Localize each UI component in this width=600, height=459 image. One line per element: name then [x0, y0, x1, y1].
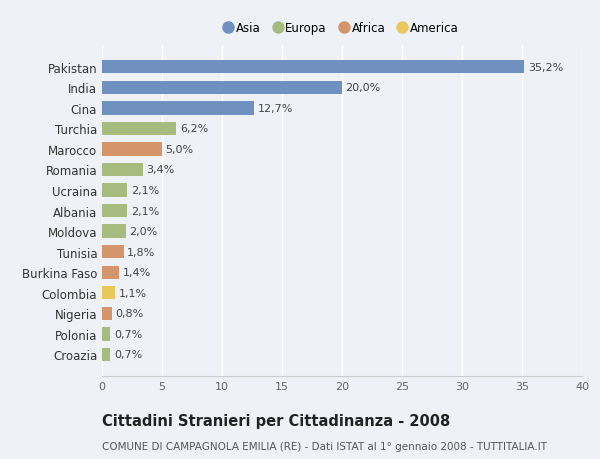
Text: 5,0%: 5,0%: [166, 145, 194, 155]
Text: 6,2%: 6,2%: [180, 124, 208, 134]
Bar: [102, 163, 143, 177]
Text: 2,1%: 2,1%: [131, 185, 159, 196]
Bar: [102, 81, 342, 95]
Text: 1,4%: 1,4%: [122, 268, 151, 278]
Bar: [102, 143, 162, 156]
Bar: [102, 328, 110, 341]
Text: 0,7%: 0,7%: [114, 350, 142, 360]
Text: 2,1%: 2,1%: [131, 206, 159, 216]
Text: 0,7%: 0,7%: [114, 329, 142, 339]
Text: 1,8%: 1,8%: [127, 247, 155, 257]
Text: 12,7%: 12,7%: [258, 104, 293, 113]
Bar: [102, 246, 124, 259]
Bar: [102, 123, 176, 136]
Bar: [102, 61, 524, 74]
Bar: [102, 266, 119, 280]
Bar: [102, 307, 112, 320]
Text: 20,0%: 20,0%: [346, 83, 381, 93]
Bar: [102, 348, 110, 361]
Text: 35,2%: 35,2%: [528, 62, 563, 73]
Text: 0,8%: 0,8%: [115, 309, 143, 319]
Legend: Asia, Europa, Africa, America: Asia, Europa, Africa, America: [221, 19, 463, 39]
Bar: [102, 204, 127, 218]
Bar: [102, 286, 115, 300]
Text: Cittadini Stranieri per Cittadinanza - 2008: Cittadini Stranieri per Cittadinanza - 2…: [102, 413, 450, 428]
Bar: [102, 102, 254, 115]
Bar: [102, 184, 127, 197]
Text: 3,4%: 3,4%: [146, 165, 175, 175]
Text: 2,0%: 2,0%: [130, 227, 158, 237]
Text: 1,1%: 1,1%: [119, 288, 147, 298]
Text: COMUNE DI CAMPAGNOLA EMILIA (RE) - Dati ISTAT al 1° gennaio 2008 - TUTTITALIA.IT: COMUNE DI CAMPAGNOLA EMILIA (RE) - Dati …: [102, 441, 547, 451]
Bar: [102, 225, 126, 238]
